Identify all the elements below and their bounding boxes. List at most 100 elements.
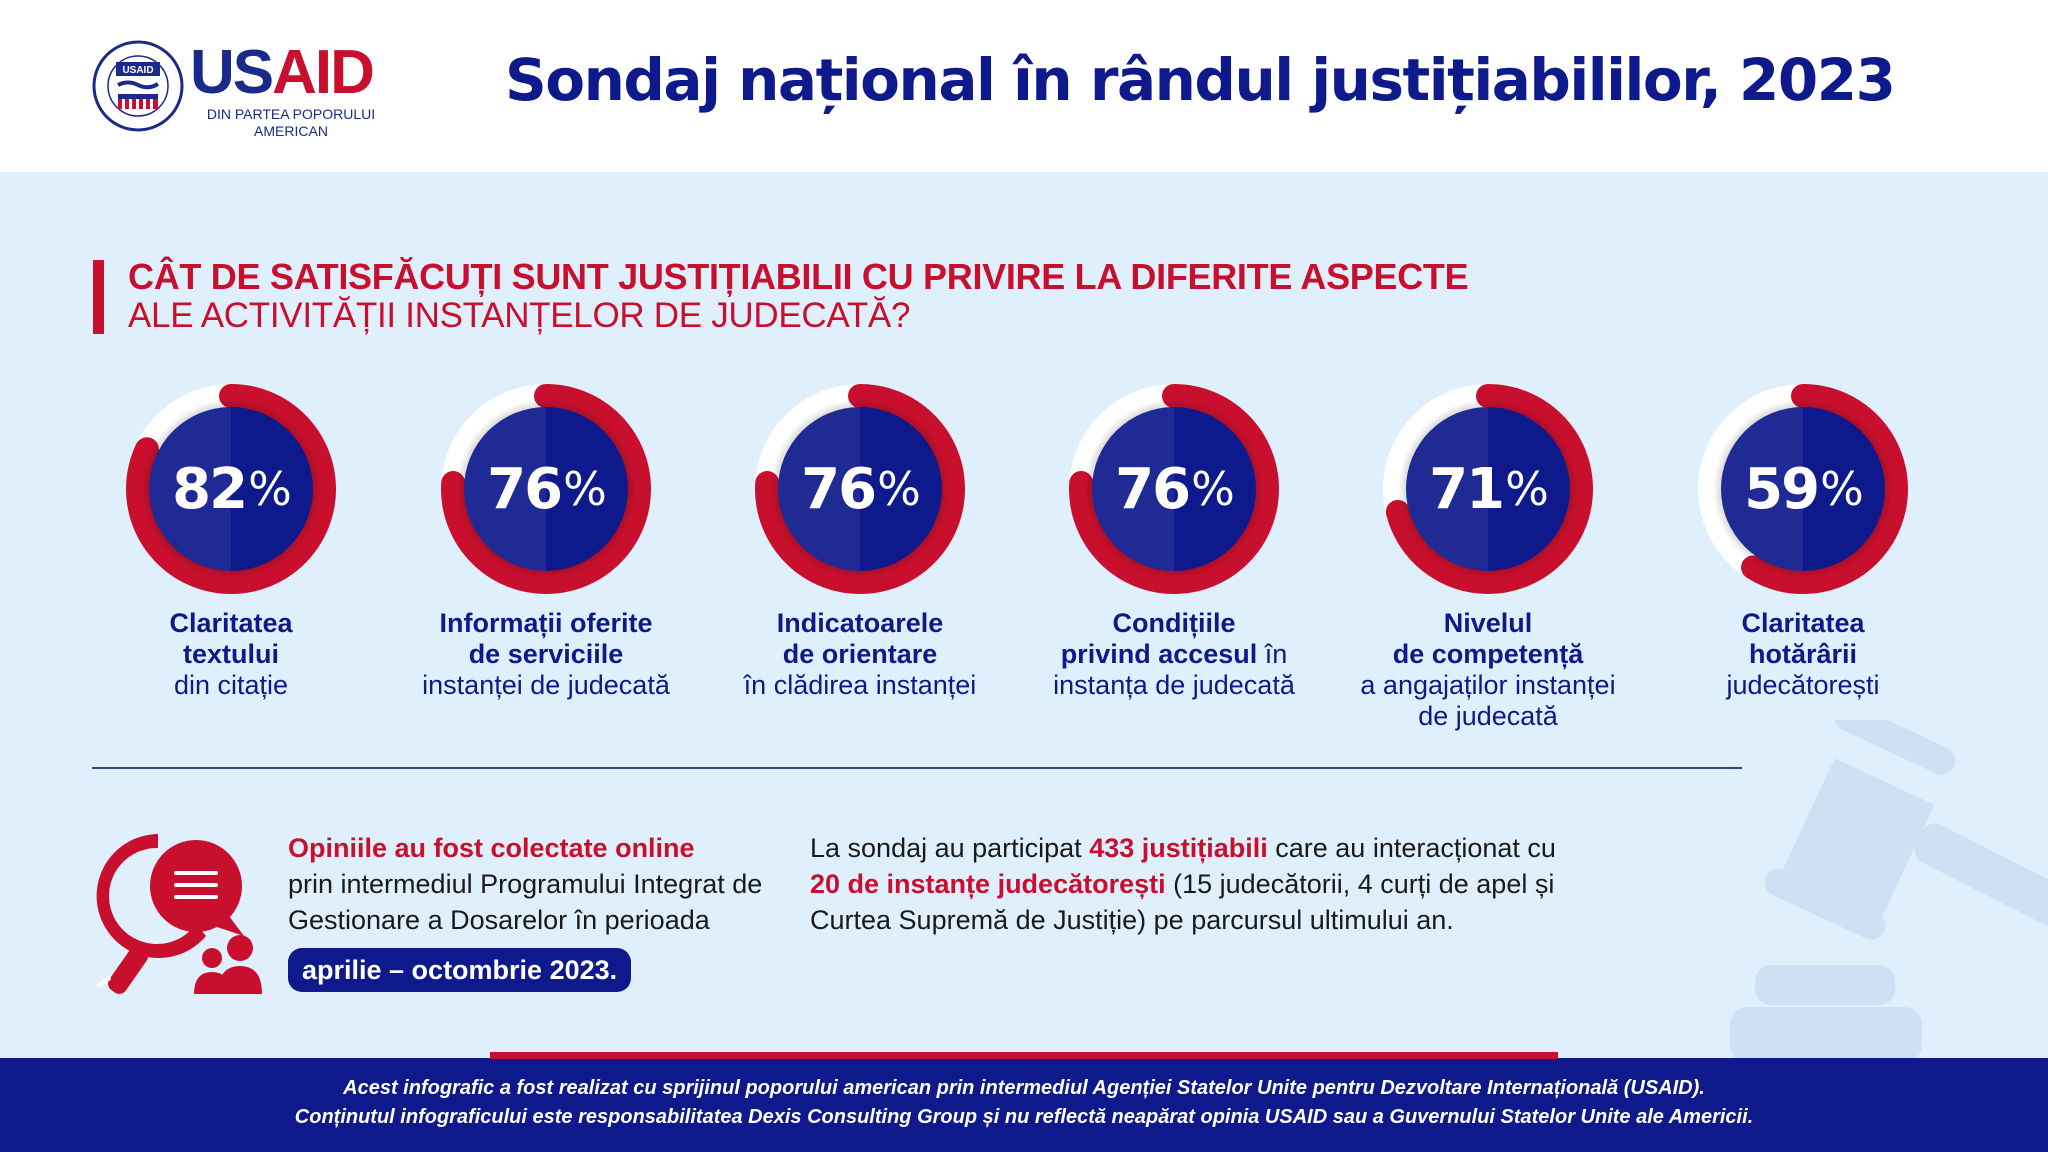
- gauge: 59%: [1697, 383, 1909, 595]
- gauge-category-label: Claritatea hotărârii judecătorești: [1653, 608, 1953, 701]
- label-mixed-bold: privind accesul: [1060, 639, 1258, 669]
- label-mixed-plain: în: [1257, 639, 1288, 669]
- collection-info: Opiniile au fost colectate online prin i…: [288, 830, 788, 938]
- label-plain-line: instanței de judecată: [422, 670, 670, 700]
- gauge-number: 76: [1115, 456, 1191, 522]
- label-plain-line: de judecată: [1418, 701, 1558, 731]
- summary-part2: care au interacționat cu: [1267, 833, 1556, 863]
- gauge-value-label: 71%: [1382, 383, 1594, 595]
- label-bold-line: Indicatoarele: [776, 608, 944, 638]
- gauge-disc: [1721, 407, 1885, 571]
- label-plain-line: în clădirea instanței: [743, 670, 977, 700]
- gauge-disc: [1092, 407, 1256, 571]
- section-divider: [92, 767, 1742, 769]
- gauge-category-label: Nivelul de competență a angajaților instan…: [1338, 608, 1638, 732]
- summary-part1: La sondaj au participat: [810, 833, 1090, 863]
- logo-tagline-line1: DIN PARTEA POPORULUI: [206, 106, 376, 122]
- gauge-category-label: Condițiile privind accesul în instanța de …: [1024, 608, 1324, 701]
- gauge-unit: %: [877, 462, 921, 516]
- gauge: 76%: [754, 383, 966, 595]
- usaid-logo: USAID: [190, 42, 375, 104]
- footer-accent-line: [490, 1052, 1558, 1059]
- footer: [0, 1058, 2048, 1152]
- summary-part3: (15 judecătorii, 4 curți de apel și Curt…: [810, 869, 1555, 935]
- seal-text: USAID: [122, 65, 153, 76]
- question-heading-line2: ALE ACTIVITĂȚII INSTANȚELOR DE JUDECATĂ?: [128, 296, 911, 335]
- gauge-category-label: Claritatea textului din citație: [81, 608, 381, 701]
- gauge-unit: %: [563, 462, 607, 516]
- gauge-number: 59: [1744, 456, 1820, 522]
- label-plain-line: a angajaților instanței: [1360, 670, 1616, 700]
- collection-body: prin intermediul Programului Integrat de…: [288, 869, 763, 935]
- label-bold-line: de serviciile: [468, 639, 624, 669]
- gauge-value-arc: [1698, 384, 1908, 594]
- footer-disclaimer: Acest infografic a fost realizat cu spri…: [0, 1074, 2048, 1132]
- gauge-value-arc: [126, 384, 336, 594]
- label-bold-line: de competență: [1392, 639, 1584, 669]
- label-plain-line: judecătorești: [1726, 670, 1880, 700]
- gauge-value-arc: [441, 384, 651, 594]
- heading-accent-bar: [93, 260, 104, 334]
- gauge-category-label: Indicatoarele de orientare în clădirea ins…: [710, 608, 1010, 701]
- label-bold-line: Condițiile: [1112, 608, 1236, 638]
- label-bold-line: textului: [182, 639, 279, 669]
- gauge-value-label: 82%: [125, 383, 337, 595]
- logo-tagline: DIN PARTEA POPORULUI AMERICAN: [196, 106, 386, 140]
- gavel-icon: [1730, 720, 2048, 1060]
- gauge-ring: [126, 384, 336, 594]
- gauge-unit: %: [1191, 462, 1235, 516]
- label-bold-line: Informații oferite: [439, 608, 653, 638]
- logo-tagline-line2: AMERICAN: [254, 123, 328, 139]
- gauge-unit: %: [1820, 462, 1864, 516]
- gauge-disc: [778, 407, 942, 571]
- gauge-ring: [1069, 384, 1279, 594]
- gauge-value-arc: [1069, 384, 1279, 594]
- logo-us: US: [190, 38, 274, 107]
- label-bold-line: hotărârii: [1748, 639, 1858, 669]
- footer-line2: Conținutul infograficului este responsab…: [294, 1106, 1754, 1128]
- gauge-category-label: Informații oferite de serviciile instanței…: [396, 608, 696, 701]
- logo-aid: AID: [272, 38, 375, 107]
- gauge-disc: [149, 407, 313, 571]
- gauge-number: 76: [487, 456, 563, 522]
- gauge-ring: [1383, 384, 1593, 594]
- survey-summary: La sondaj au participat 433 justițiabili…: [810, 830, 1570, 938]
- collection-headline: Opiniile au fost colectate online: [288, 833, 695, 863]
- gauge-ring: [755, 384, 965, 594]
- gauge-value-label: 59%: [1697, 383, 1909, 595]
- gauge-ring: [441, 384, 651, 594]
- gauge-value-label: 76%: [1068, 383, 1280, 595]
- gauge-unit: %: [248, 462, 292, 516]
- gauge-number: 82: [172, 456, 248, 522]
- header: USAID USAID DIN PARTEA POPORULUI AMERICA…: [0, 0, 2048, 172]
- gauge-number: 76: [801, 456, 877, 522]
- label-bold-line: Nivelul: [1443, 608, 1533, 638]
- label-plain-line: din citație: [173, 670, 289, 700]
- gauge: 82%: [125, 383, 337, 595]
- gauge-value-label: 76%: [754, 383, 966, 595]
- label-bold-line: Claritatea: [169, 608, 293, 638]
- gauge: 76%: [1068, 383, 1280, 595]
- gauge-value-arc: [1383, 384, 1593, 594]
- period-badge: aprilie – octombrie 2023.: [288, 948, 632, 992]
- summary-courts: 20 de instanțe judecătorești: [810, 869, 1166, 899]
- label-bold-line: Claritatea: [1741, 608, 1865, 638]
- gauge-unit: %: [1505, 462, 1549, 516]
- question-heading-line1: CÂT DE SATISFĂCUȚI SUNT JUSTIȚIABILII CU…: [128, 256, 1469, 297]
- page-title: Sondaj național în rândul justițiabililo…: [505, 46, 1896, 114]
- usaid-seal-icon: USAID: [92, 40, 184, 132]
- footer-line1: Acest infografic a fost realizat cu spri…: [343, 1077, 1705, 1099]
- label-bold-line: de orientare: [782, 639, 938, 669]
- label-plain-line: instanța de judecată: [1053, 670, 1295, 700]
- gauge-disc: [1406, 407, 1570, 571]
- gauge-disc: [464, 407, 628, 571]
- gauge-number: 71: [1429, 456, 1505, 522]
- summary-respondents: 433 justițiabili: [1089, 833, 1268, 863]
- gauge-value-arc: [755, 384, 965, 594]
- gauge-value-label: 76%: [440, 383, 652, 595]
- gauge: 71%: [1382, 383, 1594, 595]
- gauge-ring: [1698, 384, 1908, 594]
- search-chat-people-icon: [96, 834, 262, 994]
- gauge: 76%: [440, 383, 652, 595]
- label-mixed-line: privind accesul în: [1024, 639, 1324, 670]
